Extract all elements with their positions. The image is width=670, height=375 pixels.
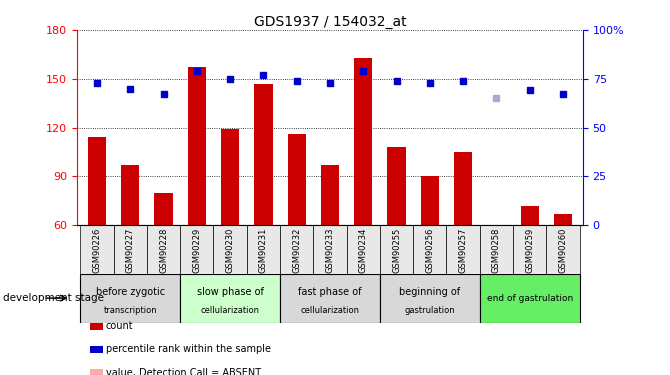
Text: fast phase of: fast phase of (298, 287, 362, 297)
Bar (180, 225, 214, 274)
Text: cellularization: cellularization (200, 306, 260, 315)
Bar (321, 165, 339, 225)
Text: GSM90227: GSM90227 (126, 227, 135, 273)
Bar (214, 225, 247, 274)
Text: beginning of: beginning of (399, 287, 460, 297)
Bar (88, 137, 106, 225)
Text: before zygotic: before zygotic (96, 287, 165, 297)
Bar (180, 274, 280, 322)
Text: development stage: development stage (3, 293, 105, 303)
Text: count: count (106, 321, 133, 331)
Text: GSM90226: GSM90226 (92, 227, 102, 273)
Bar (247, 225, 280, 274)
Bar (421, 176, 439, 225)
Bar (354, 58, 373, 225)
Text: GSM90230: GSM90230 (226, 227, 234, 273)
Bar (480, 274, 580, 322)
Text: GSM90259: GSM90259 (525, 227, 534, 273)
Bar (80, 225, 114, 274)
Text: gastrulation: gastrulation (405, 306, 455, 315)
Text: GSM90231: GSM90231 (259, 227, 268, 273)
Text: slow phase of: slow phase of (197, 287, 263, 297)
Bar (114, 225, 147, 274)
Text: value, Detection Call = ABSENT: value, Detection Call = ABSENT (106, 368, 261, 375)
Text: GSM90255: GSM90255 (392, 227, 401, 273)
Bar (287, 134, 306, 225)
Text: transcription: transcription (103, 306, 157, 315)
Bar (80, 274, 180, 322)
Bar (446, 225, 480, 274)
Text: GSM90228: GSM90228 (159, 227, 168, 273)
Text: GSM90256: GSM90256 (425, 227, 434, 273)
Bar (380, 225, 413, 274)
Text: GSM90233: GSM90233 (326, 227, 334, 273)
Bar (188, 68, 206, 225)
Bar (221, 129, 239, 225)
Bar (546, 225, 580, 274)
Bar (380, 274, 480, 322)
Bar (387, 147, 406, 225)
Text: cellularization: cellularization (300, 306, 360, 315)
Bar (480, 225, 513, 274)
Text: GSM90258: GSM90258 (492, 227, 501, 273)
Title: GDS1937 / 154032_at: GDS1937 / 154032_at (254, 15, 406, 29)
Text: GSM90257: GSM90257 (458, 227, 468, 273)
Text: percentile rank within the sample: percentile rank within the sample (106, 345, 271, 354)
Bar (280, 225, 314, 274)
Text: GSM90234: GSM90234 (358, 227, 368, 273)
Bar (346, 225, 380, 274)
Bar (513, 225, 546, 274)
Bar (121, 165, 139, 225)
Bar (254, 84, 273, 225)
Text: GSM90232: GSM90232 (292, 227, 302, 273)
Bar (154, 192, 173, 225)
Text: GSM90229: GSM90229 (192, 227, 202, 273)
Text: GSM90260: GSM90260 (558, 227, 567, 273)
Bar (413, 225, 446, 274)
Bar (314, 225, 346, 274)
Bar (454, 152, 472, 225)
Text: end of gastrulation: end of gastrulation (486, 294, 573, 303)
Bar (521, 206, 539, 225)
Bar (554, 214, 572, 225)
Bar (280, 274, 380, 322)
Bar (147, 225, 180, 274)
